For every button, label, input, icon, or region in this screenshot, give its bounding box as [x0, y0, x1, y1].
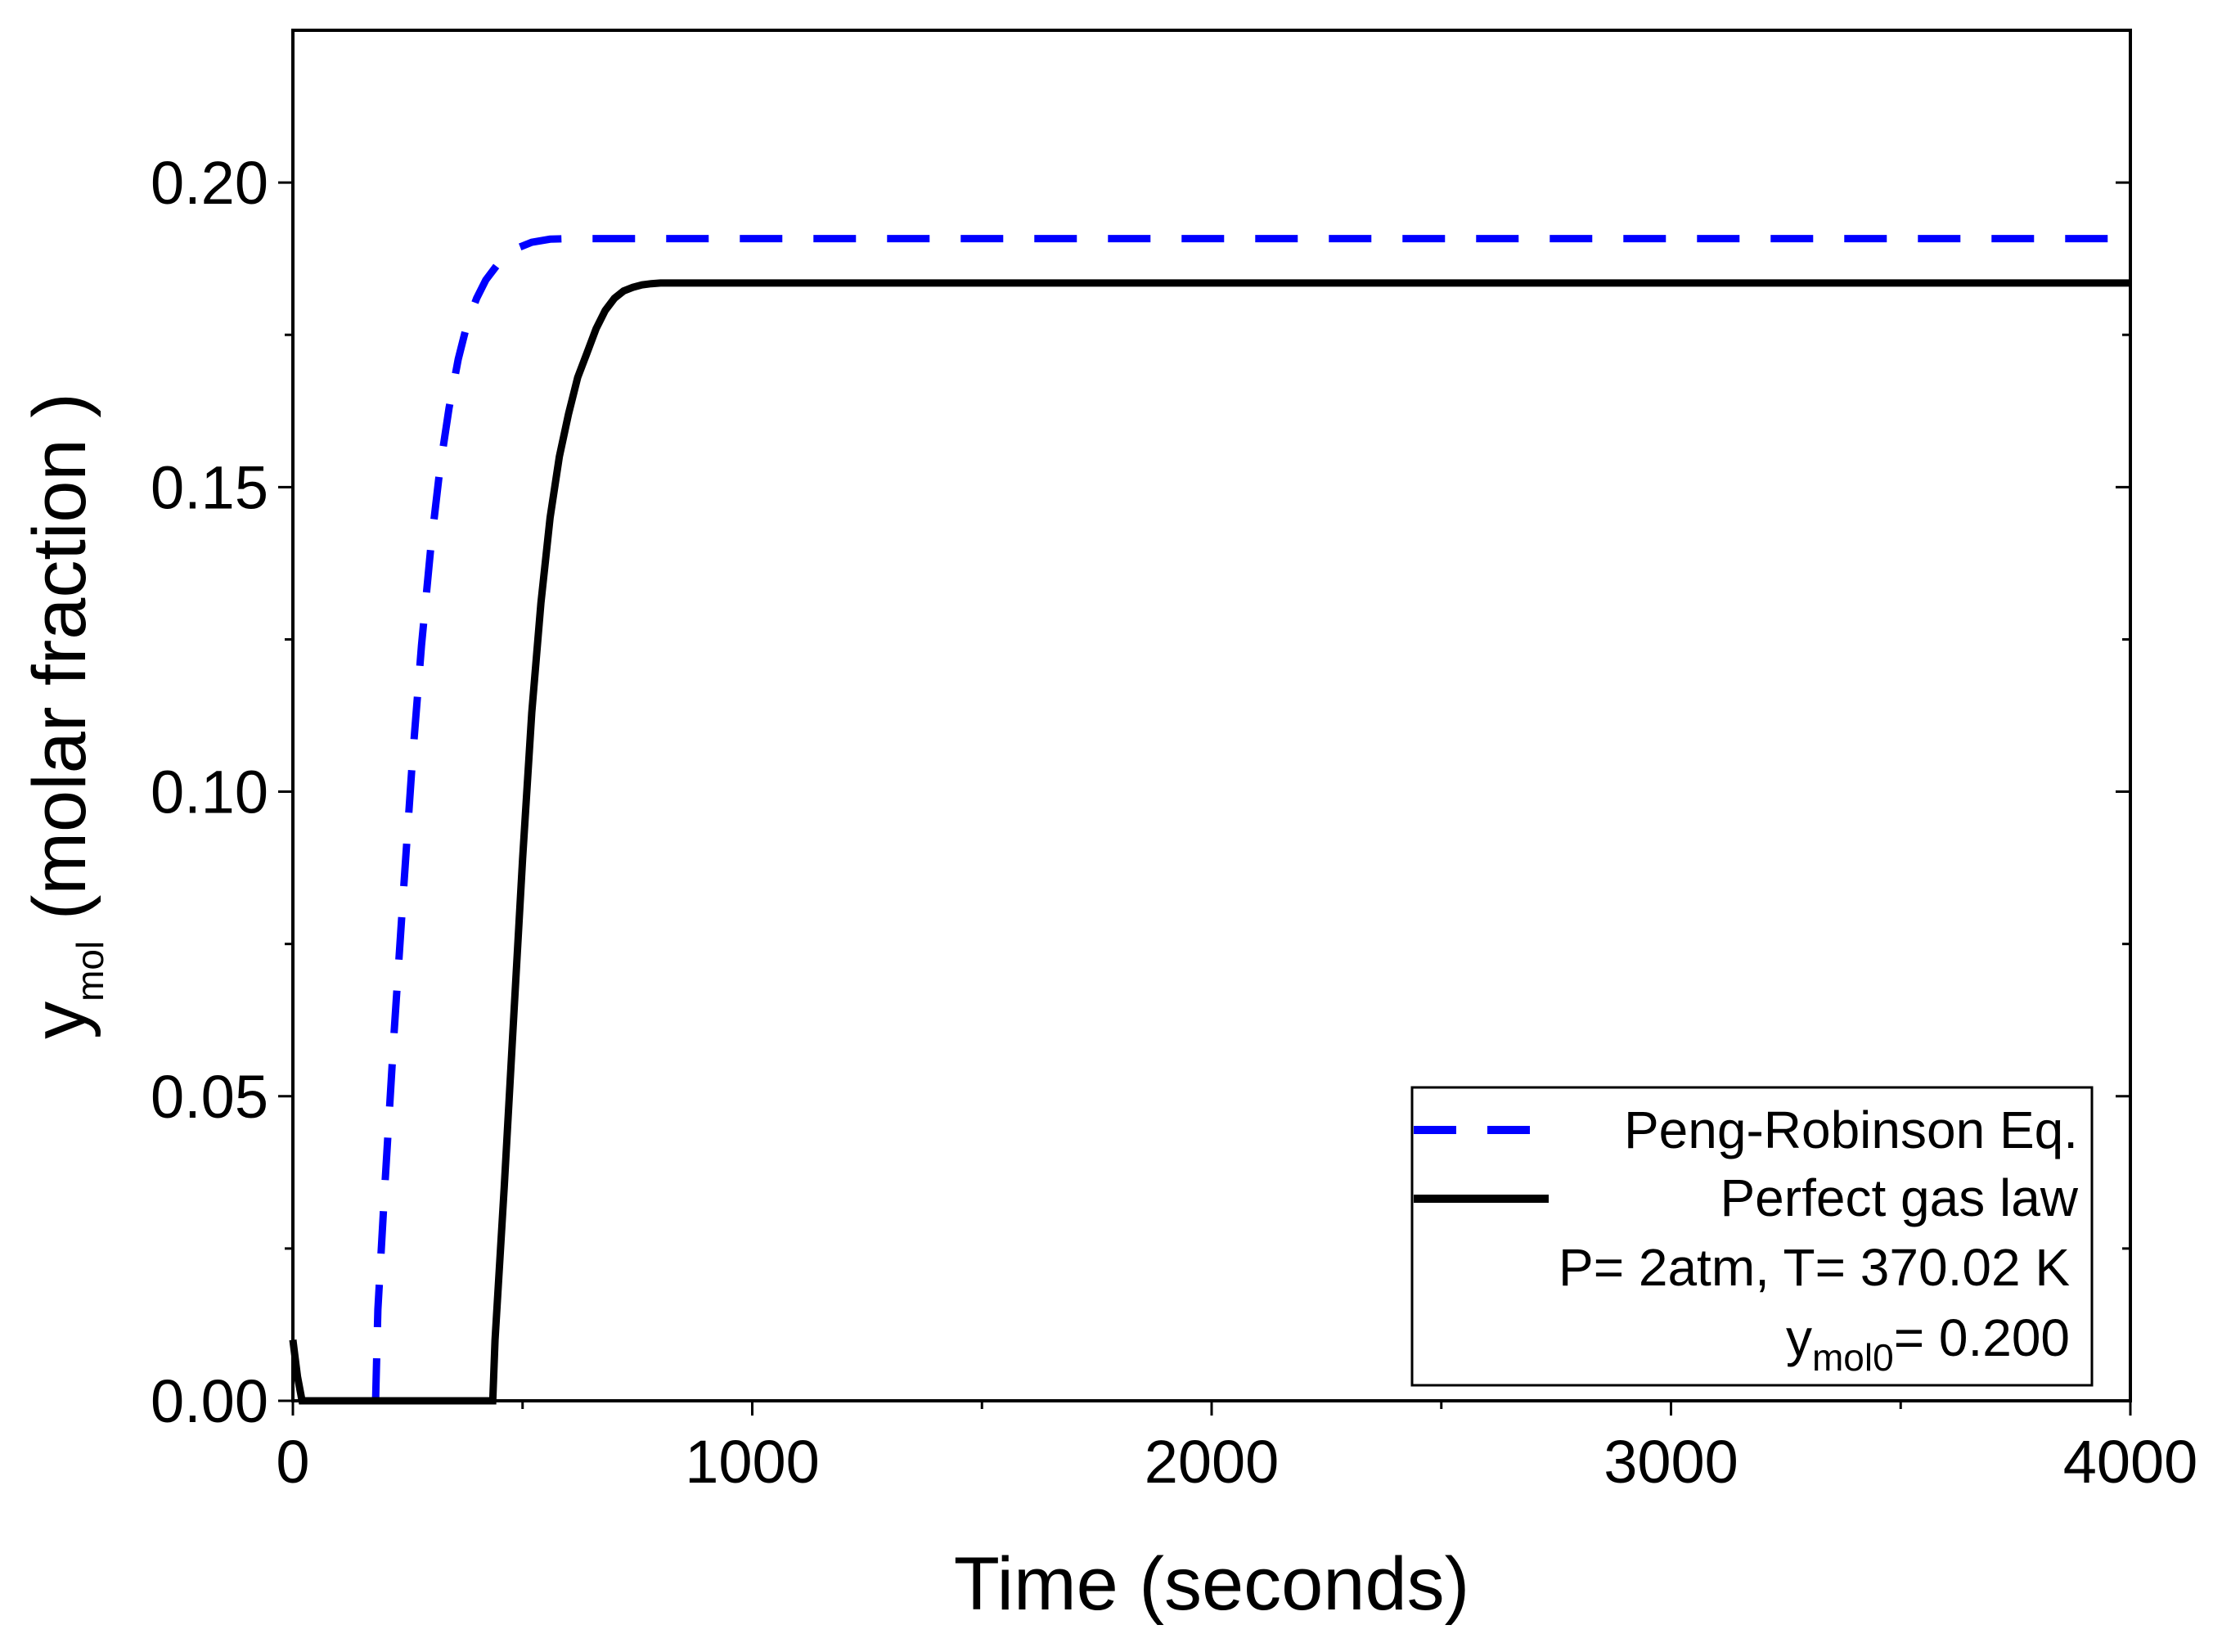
y-axis-title: ymol (molar fraction ) — [18, 393, 111, 1039]
y-tick-label: 0.20 — [151, 149, 268, 217]
y-tick-label: 0.15 — [151, 453, 268, 521]
legend: Peng-Robinson Eq. Perfect gas law P= 2at… — [1410, 1086, 2094, 1387]
y-tick-label: 0.00 — [151, 1367, 268, 1435]
legend-annotation-initial-fraction: ymol0= 0.200 — [1786, 1308, 2070, 1379]
legend-label-perfect-gas-law: Perfect gas law — [1720, 1168, 2078, 1227]
legend-annotation-rest: = 0.200 — [1894, 1308, 2070, 1367]
y-axis-title-sub: mol — [69, 941, 111, 1002]
y-axis-title-rest: (molar fraction ) — [18, 393, 101, 941]
x-tick-label: 3000 — [1604, 1428, 1738, 1496]
x-tick-label: 1000 — [685, 1428, 820, 1496]
legend-annotation-conditions: P= 2atm, T= 370.02 K — [1559, 1238, 2070, 1297]
x-axis-title: Time (seconds) — [954, 1542, 1470, 1626]
legend-annotation-main: y — [1786, 1308, 1812, 1367]
tick-layer — [278, 181, 2132, 1416]
y-axis-title-main: y — [18, 1002, 101, 1039]
x-tick-label: 0 — [276, 1428, 309, 1496]
x-tick-label: 4000 — [2063, 1428, 2198, 1496]
tick-label-layer: 0 1000 2000 3000 4000 0.00 0.05 0.10 0.15 0.20 — [151, 149, 2197, 1496]
legend-annotation-sub: mol0 — [1812, 1336, 1894, 1379]
y-tick-label: 0.10 — [151, 758, 268, 826]
x-tick-label: 2000 — [1145, 1428, 1280, 1496]
legend-box — [1410, 1086, 2094, 1387]
legend-label-peng-robinson: Peng-Robinson Eq. — [1624, 1101, 2078, 1159]
y-tick-label: 0.05 — [151, 1063, 268, 1131]
series-line-peng-robinson — [371, 235, 2130, 1402]
